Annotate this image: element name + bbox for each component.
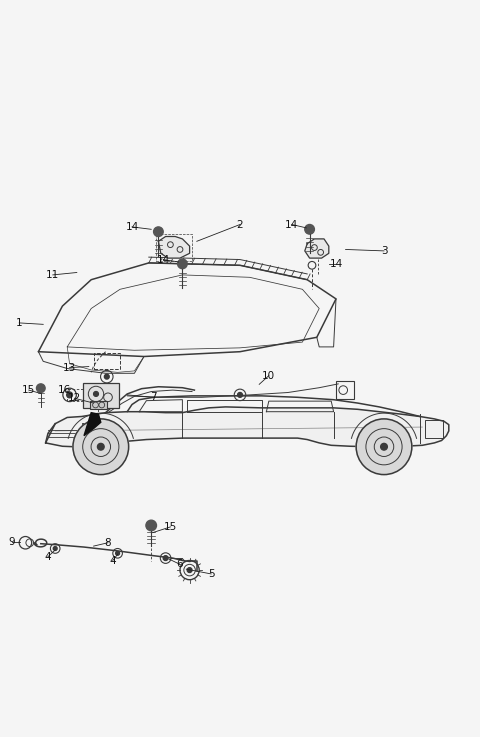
Circle shape	[116, 551, 120, 555]
Bar	[336, 382, 354, 399]
Bar	[90, 401, 107, 409]
Polygon shape	[84, 413, 101, 436]
Bar	[94, 353, 120, 369]
Text: 6: 6	[177, 559, 183, 570]
Bar	[425, 420, 443, 438]
Circle shape	[163, 556, 168, 561]
Circle shape	[187, 567, 192, 573]
Text: 14: 14	[156, 254, 170, 265]
Polygon shape	[46, 407, 449, 447]
Text: 15: 15	[22, 385, 36, 395]
Text: 8: 8	[105, 538, 111, 548]
Circle shape	[94, 391, 98, 397]
Text: 14: 14	[329, 259, 343, 269]
Text: 1: 1	[16, 318, 23, 328]
Circle shape	[97, 444, 104, 450]
Circle shape	[381, 444, 387, 450]
Bar	[83, 383, 119, 408]
Text: 4: 4	[45, 552, 51, 562]
Circle shape	[67, 392, 72, 398]
Circle shape	[104, 374, 109, 379]
Polygon shape	[305, 239, 329, 258]
Text: 15: 15	[164, 522, 177, 532]
Bar	[156, 234, 192, 260]
Text: 11: 11	[46, 270, 60, 280]
Text: 13: 13	[63, 363, 76, 372]
Text: 14: 14	[125, 222, 139, 232]
Text: 2: 2	[237, 220, 243, 229]
Polygon shape	[158, 237, 190, 258]
Text: 4: 4	[109, 556, 116, 565]
Circle shape	[356, 419, 412, 475]
Circle shape	[146, 520, 156, 531]
Text: 14: 14	[285, 220, 299, 229]
Circle shape	[154, 227, 163, 237]
Text: 12: 12	[68, 394, 81, 403]
Text: 16: 16	[58, 385, 72, 395]
Text: 7: 7	[150, 392, 157, 402]
Circle shape	[73, 419, 129, 475]
Text: 3: 3	[381, 246, 387, 256]
Circle shape	[238, 393, 242, 397]
Bar	[82, 423, 106, 433]
Circle shape	[305, 225, 314, 234]
Circle shape	[178, 259, 187, 269]
Text: 9: 9	[9, 537, 15, 548]
Circle shape	[53, 547, 57, 551]
Text: 10: 10	[262, 371, 276, 381]
Text: 5: 5	[208, 569, 215, 579]
Circle shape	[36, 384, 45, 393]
